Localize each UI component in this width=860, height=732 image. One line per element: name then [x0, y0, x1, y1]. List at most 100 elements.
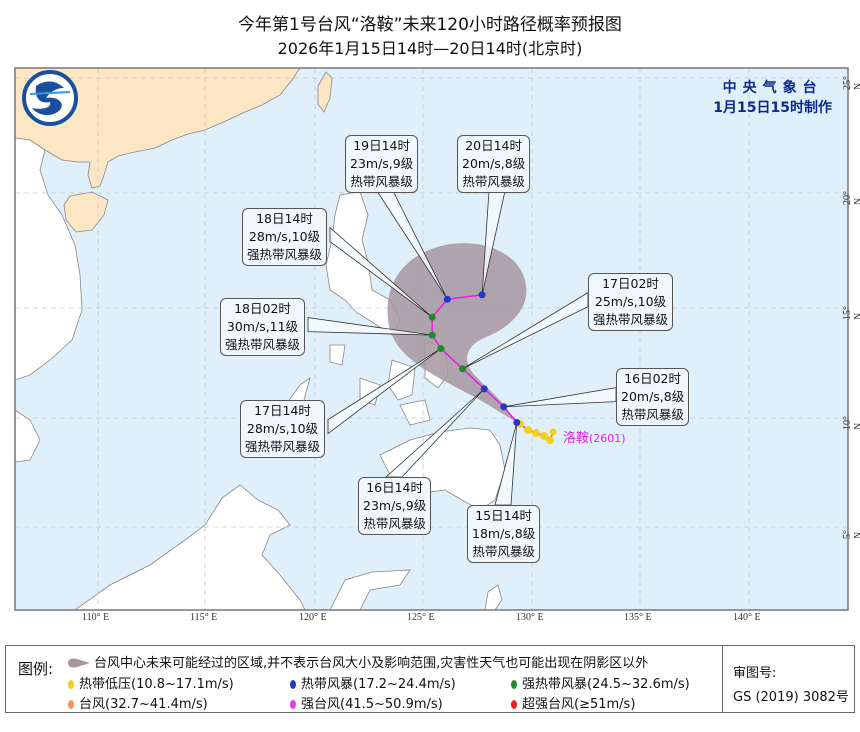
forecast-wind: 20m/s,8级	[621, 389, 685, 404]
forecast-label-box: 18日02时 30m/s,11级 强热带风暴级	[220, 298, 306, 356]
leader-line	[307, 317, 433, 336]
cma-logo	[22, 70, 78, 126]
forecast-wind: 18m/s,8级	[472, 526, 536, 541]
forecast-point-marker[interactable]	[459, 365, 467, 373]
legend-item: 强台风(41.5~50.9m/s)	[290, 693, 443, 712]
legend-item: 热带风暴(17.2~24.4m/s)	[290, 673, 456, 692]
forecast-level: 热带风暴级	[350, 174, 413, 189]
forecast-time: 19日14时	[353, 138, 411, 153]
forecast-label-box: 16日14时 23m/s,9级 热带风暴级	[358, 477, 432, 535]
forecast-level: 热带风暴级	[472, 544, 535, 559]
legend-label: 强热带风暴(24.5~32.6m/s)	[522, 677, 690, 692]
forecast-point-marker[interactable]	[443, 295, 451, 303]
borneo-island	[74, 484, 306, 610]
forecast-point-marker[interactable]	[428, 331, 436, 339]
lat-label: 15° N	[842, 306, 860, 320]
forecast-point-marker[interactable]	[500, 403, 508, 411]
tropical-depression-icon	[68, 680, 74, 689]
hainan-island	[63, 191, 109, 233]
lon-label: 125° E	[407, 612, 435, 623]
forecast-time: 18日02时	[234, 301, 291, 316]
forecast-time: 18日14时	[256, 211, 313, 226]
leader-line	[327, 348, 442, 435]
lon-label: 120° E	[299, 612, 327, 623]
past-track	[510, 415, 557, 444]
forecast-track	[428, 291, 521, 426]
lon-label: 130° E	[516, 612, 544, 623]
lat-label: 20° N	[842, 191, 860, 205]
leader-lines	[307, 190, 617, 506]
forecast-point-marker[interactable]	[478, 291, 486, 299]
cone-swatch-icon	[68, 658, 90, 668]
forecast-label-box: 15日14时 18m/s,8级 热带风暴级	[467, 505, 541, 563]
lat-label: 5° N	[842, 530, 860, 539]
issuer-block: 中央气象台 1月15日15时制作	[713, 78, 832, 118]
forecast-wind: 23m/s,9级	[350, 156, 414, 171]
legend-cone: 台风中心未来可能经过的区域,并不表示台风大小及影响范围,灾害性天气也可能出现在阴…	[68, 652, 648, 671]
forecast-time: 17日02时	[602, 276, 659, 291]
legend-label: 热带风暴(17.2~24.4m/s)	[301, 677, 456, 692]
forecast-time: 20日14时	[465, 138, 523, 153]
forecast-level: 强热带风暴级	[593, 312, 669, 327]
forecast-wind: 28m/s,10级	[248, 229, 321, 244]
forecast-label-box: 17日14时 28m/s,10级 强热带风暴级	[240, 400, 326, 458]
forecast-point-marker[interactable]	[428, 313, 436, 321]
severe-tropical-storm-icon	[511, 680, 517, 689]
tropical-storm-icon	[290, 680, 296, 689]
forecast-wind: 28m/s,10级	[246, 421, 319, 436]
probability-cone	[387, 243, 527, 420]
forecast-level: 强热带风暴级	[247, 247, 323, 262]
forecast-point-marker[interactable]	[513, 418, 521, 426]
legend-label: 台风(32.7~41.4m/s)	[79, 697, 208, 712]
forecast-label-box: 17日02时 25m/s,10级 强热带风暴级	[588, 273, 674, 331]
map-subtitle: 2026年1月15日14时—20日14时(北京时)	[277, 39, 583, 58]
map-title: 今年第1号台风“洛鞍”未来120小时路径概率预报图	[238, 15, 622, 35]
forecast-level: 强热带风暴级	[225, 337, 301, 352]
forecast-label-box: 20日14时 20m/s,8级 热带风暴级	[457, 135, 531, 193]
typhoon-icon	[68, 700, 74, 709]
lon-label: 140° E	[733, 612, 761, 623]
issuer-name: 中央气象台	[722, 80, 823, 96]
typhoon-name: 洛鞍	[563, 431, 590, 446]
forecast-wind: 30m/s,11级	[226, 319, 299, 334]
forecast-point-marker[interactable]	[480, 385, 488, 393]
forecast-point-marker[interactable]	[437, 345, 445, 353]
approval-number: GS (2019) 3082号	[733, 690, 849, 705]
legend-item: 超强台风(≥51m/s)	[511, 693, 635, 712]
legend-cone-text: 台风中心未来可能经过的区域,并不表示台风大小及影响范围,灾害性天气也可能出现在阴…	[94, 656, 649, 671]
legend-item: 台风(32.7~41.4m/s)	[68, 693, 208, 712]
legend: 图例: 台风中心未来可能经过的区域,并不表示台风大小及影响范围,灾害性天气也可能…	[5, 645, 855, 713]
lat-label: 10° N	[842, 416, 860, 430]
legend-label: 热带低压(10.8~17.1m/s)	[79, 677, 234, 692]
legend-heading: 图例:	[18, 660, 54, 678]
forecast-wind: 25m/s,10级	[594, 294, 667, 309]
issue-time: 1月15日15时制作	[713, 100, 832, 116]
forecast-level: 热带风暴级	[621, 407, 684, 422]
lon-label: 110° E	[82, 612, 110, 623]
severe-typhoon-icon	[290, 700, 296, 709]
legend-divider	[722, 646, 723, 712]
forecast-wind: 20m/s,8级	[462, 156, 526, 171]
forecast-time: 15日14时	[475, 508, 533, 523]
forecast-time: 16日02时	[624, 371, 682, 386]
forecast-label-box: 19日14时 23m/s,9级 热带风暴级	[345, 135, 419, 193]
china-land	[15, 68, 301, 189]
legend-label: 强台风(41.5~50.9m/s)	[301, 697, 443, 712]
forecast-time: 16日14时	[366, 480, 424, 495]
forecast-level: 强热带风暴级	[245, 439, 321, 454]
legend-label: 超强台风(≥51m/s)	[522, 697, 636, 712]
typhoon-code: (2601)	[589, 432, 626, 445]
sulawesi-island	[329, 569, 411, 610]
leader-line	[329, 226, 433, 318]
legend-item: 强热带风暴(24.5~32.6m/s)	[511, 673, 690, 692]
indochina-land	[15, 137, 83, 381]
approval-label: 审图号:	[733, 666, 777, 681]
lon-label: 115° E	[190, 612, 218, 623]
typhoon-name-label: 洛鞍(2601)	[563, 427, 626, 446]
forecast-label-box: 16日02时 20m/s,8级 热带风暴级	[616, 368, 690, 426]
forecast-level: 热带风暴级	[462, 174, 525, 189]
super-typhoon-icon	[511, 700, 517, 709]
map-frame	[14, 67, 849, 611]
